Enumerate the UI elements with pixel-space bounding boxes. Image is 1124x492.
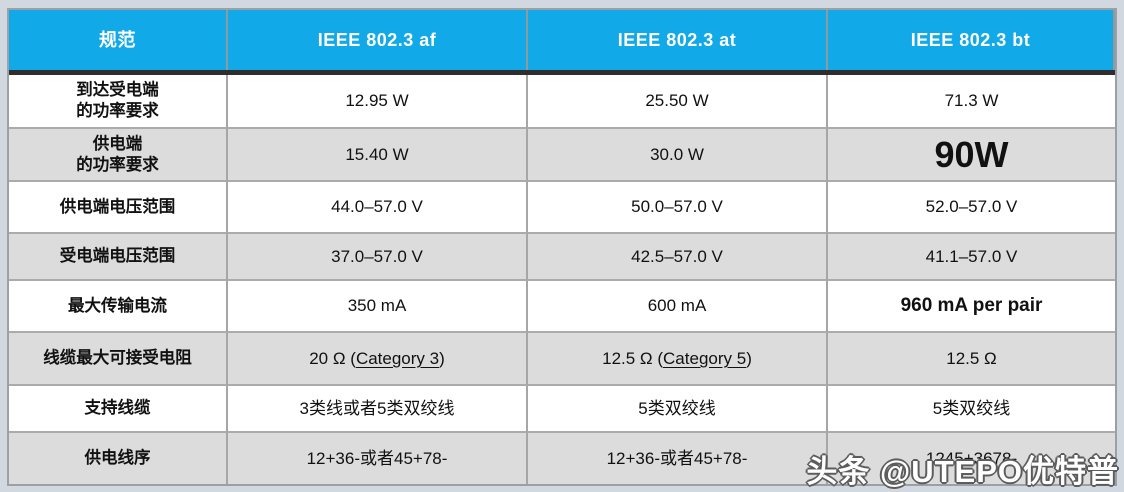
table-row: 供电线序 12+36-或者45+78- 12+36-或者45+78- 1245+… bbox=[9, 433, 1115, 484]
row-label-pse-power: 供电端 的功率要求 bbox=[9, 129, 228, 182]
category-link-text: Category 5 bbox=[663, 348, 747, 368]
value-at-max-cable-resistance: 12.5 Ω (Category 5) bbox=[528, 333, 828, 386]
table-row: 供电端 的功率要求 15.40 W 30.0 W 90W bbox=[9, 129, 1115, 182]
row-label-power-at-pd: 到达受电端 的功率要求 bbox=[9, 75, 228, 129]
value-at-pd-voltage-range: 42.5–57.0 V bbox=[528, 234, 828, 281]
header-cell-spec: 规范 bbox=[9, 10, 228, 70]
value-af-max-current: 350 mA bbox=[228, 281, 528, 333]
value-bt-max-current: 960 mA per pair bbox=[828, 281, 1115, 333]
value-af-pse-power: 15.40 W bbox=[228, 129, 528, 182]
row-label-supported-cable: 支持线缆 bbox=[9, 386, 228, 433]
resistance-value: 12.5 Ω ( bbox=[602, 348, 664, 368]
row-label-max-cable-resistance: 线缆最大可接受电阻 bbox=[9, 333, 228, 386]
row-label-max-current: 最大传输电流 bbox=[9, 281, 228, 333]
table-row: 到达受电端 的功率要求 12.95 W 25.50 W 71.3 W bbox=[9, 75, 1115, 129]
value-af-power-at-pd: 12.95 W bbox=[228, 75, 528, 129]
table-row: 支持线缆 3类线或者5类双绞线 5类双绞线 5类双绞线 bbox=[9, 386, 1115, 433]
header-cell-802-3at: IEEE 802.3 at bbox=[528, 10, 828, 70]
resistance-value: 20 Ω ( bbox=[309, 348, 356, 368]
header-cell-802-3af: IEEE 802.3 af bbox=[228, 10, 528, 70]
value-bt-power-at-pd: 71.3 W bbox=[828, 75, 1115, 129]
value-at-supported-cable: 5类双绞线 bbox=[528, 386, 828, 433]
value-at-pse-voltage-range: 50.0–57.0 V bbox=[528, 182, 828, 234]
row-label-pd-voltage-range: 受电端电压范围 bbox=[9, 234, 228, 281]
table-row: 受电端电压范围 37.0–57.0 V 42.5–57.0 V 41.1–57.… bbox=[9, 234, 1115, 281]
value-at-power-at-pd: 25.50 W bbox=[528, 75, 828, 129]
value-at-pse-power: 30.0 W bbox=[528, 129, 828, 182]
table-row: 最大传输电流 350 mA 600 mA 960 mA per pair bbox=[9, 281, 1115, 333]
closing-paren: ) bbox=[439, 348, 445, 368]
poe-standards-comparison-table: 规范 IEEE 802.3 af IEEE 802.3 at IEEE 802.… bbox=[7, 8, 1117, 486]
value-at-max-current: 600 mA bbox=[528, 281, 828, 333]
value-af-pse-voltage-range: 44.0–57.0 V bbox=[228, 182, 528, 234]
table-header-row: 规范 IEEE 802.3 af IEEE 802.3 at IEEE 802.… bbox=[9, 10, 1115, 75]
table-row: 供电端电压范围 44.0–57.0 V 50.0–57.0 V 52.0–57.… bbox=[9, 182, 1115, 234]
table-row: 线缆最大可接受电阻 20 Ω (Category 3) 12.5 Ω (Cate… bbox=[9, 333, 1115, 386]
closing-paren: ) bbox=[746, 348, 752, 368]
value-af-max-cable-resistance: 20 Ω (Category 3) bbox=[228, 333, 528, 386]
row-label-pse-voltage-range: 供电端电压范围 bbox=[9, 182, 228, 234]
value-af-pd-voltage-range: 37.0–57.0 V bbox=[228, 234, 528, 281]
value-bt-pse-voltage-range: 52.0–57.0 V bbox=[828, 182, 1115, 234]
category-link-text: Category 3 bbox=[355, 348, 440, 368]
value-bt-pse-power: 90W bbox=[828, 129, 1115, 182]
value-bt-supported-cable: 5类双绞线 bbox=[828, 386, 1115, 433]
value-bt-power-pinout: 1245+3678- bbox=[925, 448, 1018, 468]
row-label-power-pinout: 供电线序 bbox=[9, 433, 228, 484]
value-af-supported-cable: 3类线或者5类双绞线 bbox=[228, 386, 528, 433]
header-cell-802-3bt: IEEE 802.3 bt bbox=[828, 10, 1115, 70]
value-at-power-pinout: 12+36-或者45+78- bbox=[528, 433, 828, 484]
value-bt-pd-voltage-range: 41.1–57.0 V bbox=[828, 234, 1115, 281]
value-bt-max-cable-resistance: 12.5 Ω bbox=[828, 333, 1115, 386]
value-af-power-pinout: 12+36-或者45+78- bbox=[228, 433, 528, 484]
